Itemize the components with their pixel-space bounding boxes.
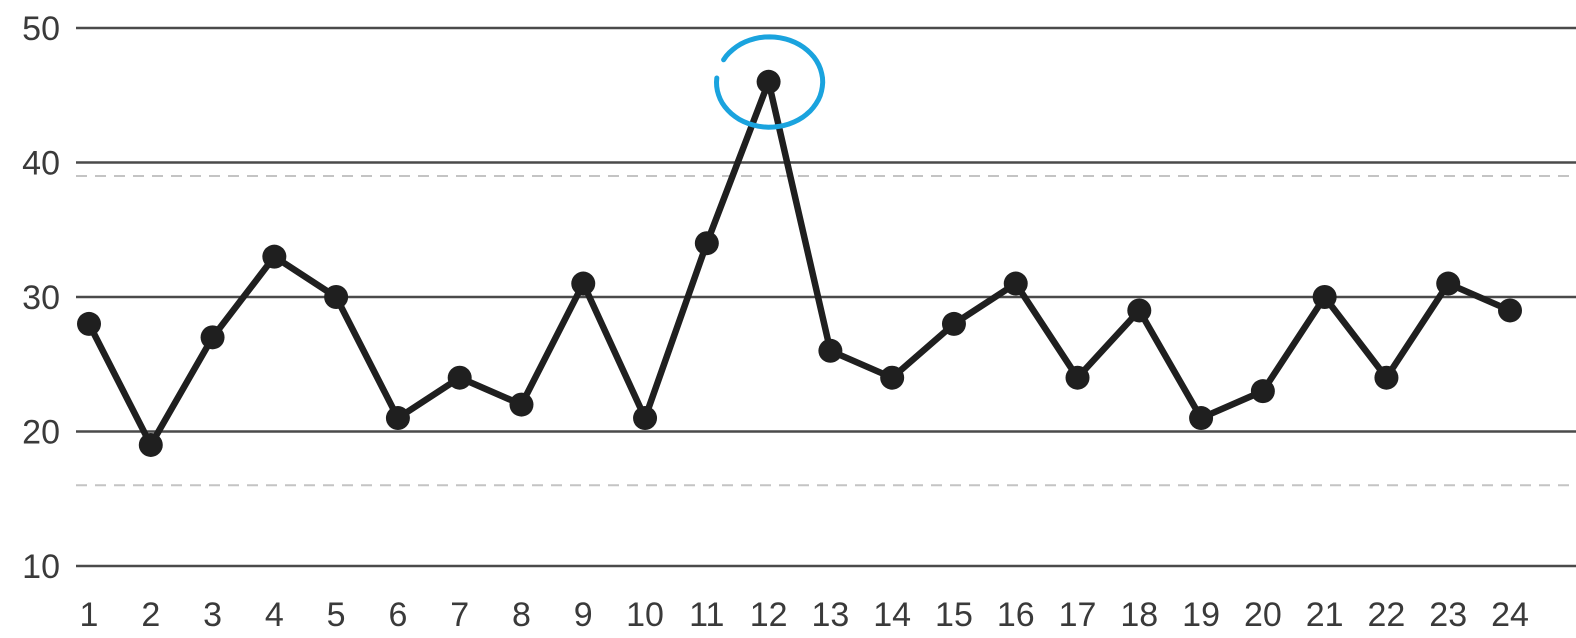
data-point — [694, 231, 719, 256]
x-tick-label: 1 — [80, 596, 99, 634]
x-tick-label: 3 — [203, 596, 222, 634]
x-tick-label: 4 — [265, 596, 284, 634]
y-tick-label: 20 — [22, 414, 60, 452]
data-point — [1127, 298, 1152, 323]
x-tick-label: 5 — [327, 596, 346, 634]
x-tick-label: 7 — [450, 596, 469, 634]
x-tick-label: 12 — [750, 596, 788, 634]
data-point — [77, 311, 101, 336]
x-axis-tick-labels: 1 2 3 4 5 6 7 8 9 10 11 12 13 14 15 16 17 18 19 20 21 22 23 24 — [80, 596, 1529, 634]
highlight-circle — [713, 34, 826, 130]
data-point — [1250, 379, 1275, 404]
x-tick-label: 20 — [1244, 596, 1282, 634]
highlight-marker — [713, 34, 826, 130]
data-point — [1498, 298, 1522, 323]
x-tick-label: 6 — [388, 596, 407, 634]
x-tick-label: 24 — [1491, 596, 1529, 634]
data-point — [1436, 271, 1461, 296]
data-point — [1374, 365, 1399, 390]
x-tick-label: 22 — [1368, 596, 1406, 634]
data-point — [818, 338, 843, 363]
x-tick-label: 16 — [997, 596, 1035, 634]
x-tick-label: 13 — [811, 596, 849, 634]
x-tick-label: 10 — [626, 596, 664, 634]
x-tick-label: 11 — [689, 596, 724, 634]
x-tick-label: 8 — [512, 596, 531, 634]
x-tick-label: 17 — [1059, 596, 1097, 634]
data-point — [756, 69, 781, 94]
series-line — [85, 78, 1514, 449]
y-axis-tick-labels: 10 20 30 40 50 — [22, 10, 60, 586]
data-point — [1189, 406, 1214, 431]
data-point — [324, 285, 349, 309]
y-tick-label: 50 — [22, 10, 60, 48]
data-point — [880, 365, 905, 390]
data-point — [1003, 271, 1028, 296]
data-point — [509, 392, 534, 417]
data-point — [571, 271, 596, 296]
x-tick-label: 21 — [1306, 596, 1344, 634]
x-tick-label: 9 — [574, 596, 593, 634]
y-tick-label: 30 — [22, 279, 60, 317]
data-point — [138, 432, 163, 457]
data-point — [633, 406, 658, 431]
data-point — [447, 365, 472, 390]
x-tick-label: 23 — [1429, 596, 1467, 634]
x-tick-label: 15 — [935, 596, 973, 634]
y-tick-label: 10 — [22, 548, 60, 586]
x-tick-label: 14 — [873, 596, 911, 634]
x-tick-label: 2 — [141, 596, 160, 634]
data-point — [200, 325, 225, 350]
data-point — [1312, 285, 1337, 309]
data-point — [262, 244, 287, 269]
x-tick-label: 19 — [1182, 596, 1220, 634]
data-point — [941, 311, 966, 336]
x-tick-label: 18 — [1120, 596, 1158, 634]
data-point — [1065, 365, 1090, 390]
dashed-reference-lines — [76, 174, 1576, 487]
data-points — [77, 69, 1522, 457]
y-tick-label: 40 — [22, 145, 60, 183]
data-point — [385, 406, 410, 431]
